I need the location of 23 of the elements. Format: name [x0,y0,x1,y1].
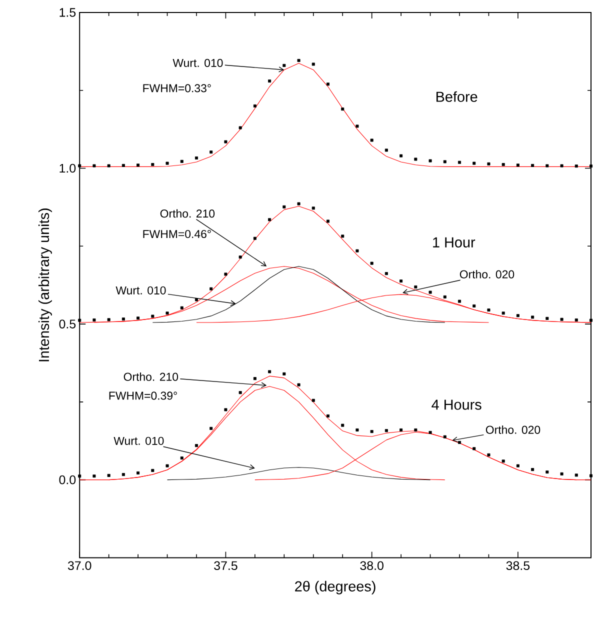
annotation: Ortho. 210 [160,209,215,218]
annotation: Wurt. 010 [172,58,223,68]
annotation: Ortho. 020 [460,270,514,278]
annotation: Before [436,91,478,102]
annotation: FWHM=0.33° [143,84,211,92]
y-axis-title: Intensity (arbitrary units) [38,208,52,362]
x-axis-title: 2θ (degrees) [295,580,376,594]
annotation: Wurt. 010 [114,436,164,445]
annotation: Ortho. 210 [124,372,178,381]
x-tick-label: 37.5 [214,561,238,570]
y-tick-label: 0.0 [59,475,76,484]
y-tick-label: 1.5 [60,8,76,17]
x-tick-label: 37.0 [68,561,92,570]
x-tick-label: 38.5 [506,561,530,570]
annotation: 1 Hour [433,237,476,248]
annotation: 4 Hours [432,400,482,410]
y-tick-label: 0.5 [59,320,76,328]
annotation: FWHM=0.39° [109,392,177,400]
annotation: Wurt. 010 [116,286,166,294]
annotation: Ortho. 020 [486,425,540,434]
annotation: FWHM=0.46° [143,230,211,238]
y-tick-label: 1.0 [60,164,76,173]
x-tick-label: 38.0 [360,561,384,570]
